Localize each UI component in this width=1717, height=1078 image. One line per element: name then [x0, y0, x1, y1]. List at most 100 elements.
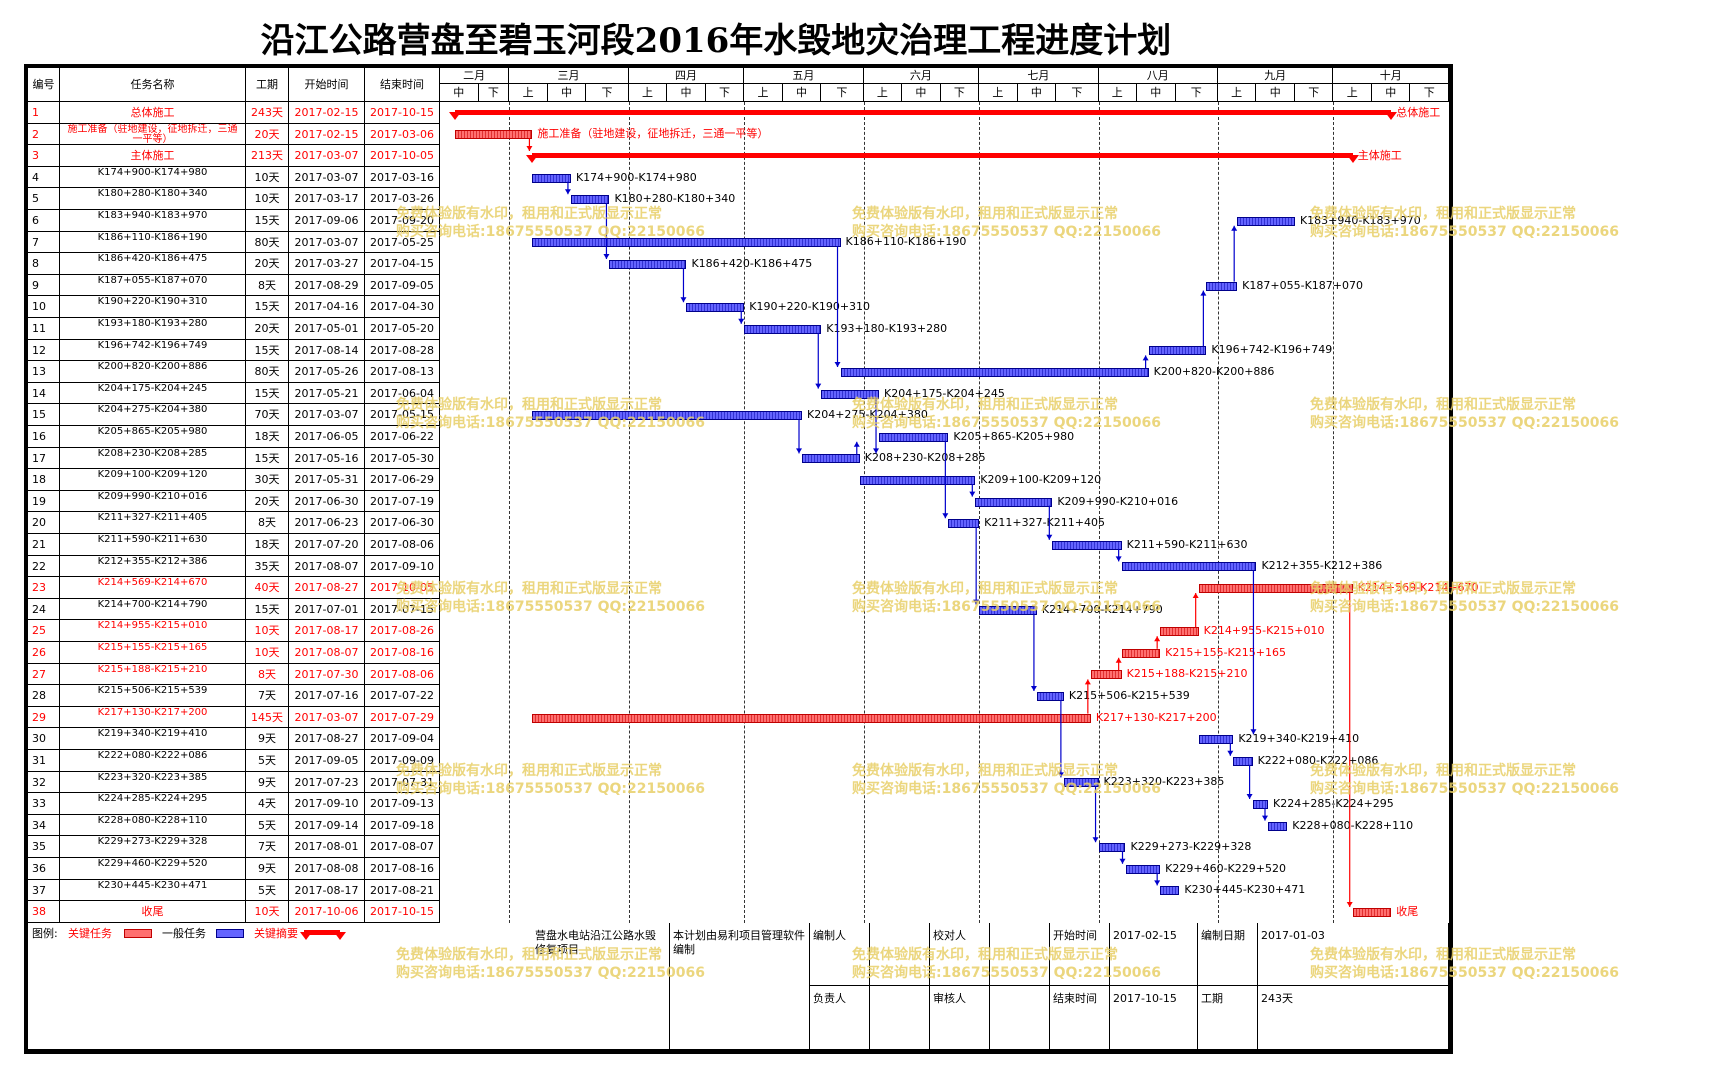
task-start-cell[interactable]: 2017-07-16	[289, 685, 365, 707]
task-name-cell[interactable]: K211+590-K211+630	[60, 534, 246, 556]
task-end-cell[interactable]: 2017-04-30	[365, 296, 440, 318]
task-dur-cell[interactable]: 7天	[246, 836, 289, 858]
task-end-cell[interactable]: 2017-08-28	[365, 339, 440, 362]
task-start-cell[interactable]: 2017-03-27	[289, 253, 365, 275]
task-start-cell[interactable]: 2017-02-15	[289, 102, 365, 124]
task-dur-cell[interactable]: 10天	[246, 642, 289, 664]
task-name-cell[interactable]: K230+445-K230+471	[60, 879, 246, 902]
task-num-cell[interactable]: 22	[28, 555, 60, 578]
task-dur-cell[interactable]: 20天	[246, 123, 289, 146]
task-dur-cell[interactable]: 10天	[246, 620, 289, 642]
task-dur-cell[interactable]: 40天	[246, 577, 289, 599]
task-num-cell[interactable]: 26	[28, 642, 60, 664]
task-end-cell[interactable]: 2017-08-21	[365, 879, 440, 902]
task-bar[interactable]	[532, 411, 802, 421]
task-bar[interactable]	[455, 130, 533, 140]
task-bar[interactable]	[1352, 908, 1392, 917]
task-end-cell[interactable]: 2017-09-18	[365, 814, 440, 837]
task-start-cell[interactable]: 2017-05-21	[289, 382, 365, 405]
task-start-cell[interactable]: 2017-08-29	[289, 274, 365, 297]
task-name-cell[interactable]: K193+180-K193+280	[60, 318, 246, 340]
task-dur-cell[interactable]: 15天	[246, 296, 289, 318]
task-dur-cell[interactable]: 10天	[246, 901, 289, 923]
task-dur-cell[interactable]: 7天	[246, 685, 289, 707]
task-bar[interactable]	[532, 713, 1091, 723]
task-bar[interactable]	[1098, 843, 1126, 853]
task-num-cell[interactable]: 27	[28, 663, 60, 686]
task-name-cell[interactable]: K180+280-K180+340	[60, 188, 246, 210]
task-name-cell[interactable]: K212+355-K212+386	[60, 555, 246, 578]
task-start-cell[interactable]: 2017-07-23	[289, 771, 365, 794]
task-bar[interactable]	[1121, 562, 1257, 572]
task-name-cell[interactable]: K215+506-K215+539	[60, 685, 246, 707]
task-num-cell[interactable]: 3	[28, 145, 60, 167]
task-name-cell[interactable]: K224+285-K224+295	[60, 793, 246, 815]
task-bar[interactable]	[840, 368, 1149, 377]
task-bar[interactable]	[859, 476, 976, 485]
summary-bar[interactable]	[455, 109, 1392, 115]
task-bar[interactable]	[1198, 735, 1234, 745]
task-name-cell[interactable]: K214+700-K214+790	[60, 598, 246, 621]
task-end-cell[interactable]: 2017-09-09	[365, 750, 440, 772]
task-num-cell[interactable]: 13	[28, 361, 60, 383]
task-end-cell[interactable]: 2017-09-13	[365, 793, 440, 815]
task-bar[interactable]	[1036, 692, 1064, 701]
task-start-cell[interactable]: 2017-08-14	[289, 339, 365, 362]
task-end-cell[interactable]: 2017-10-05	[365, 577, 440, 599]
task-bar[interactable]	[744, 324, 822, 334]
task-dur-cell[interactable]: 15天	[246, 210, 289, 232]
task-name-cell[interactable]: K205+865-K205+980	[60, 426, 246, 448]
task-num-cell[interactable]: 12	[28, 339, 60, 362]
task-start-cell[interactable]: 2017-09-14	[289, 814, 365, 837]
task-start-cell[interactable]: 2017-07-30	[289, 663, 365, 686]
task-dur-cell[interactable]: 243天	[246, 102, 289, 124]
task-start-cell[interactable]: 2017-04-16	[289, 296, 365, 318]
task-end-cell[interactable]: 2017-08-26	[365, 620, 440, 642]
task-bar[interactable]	[1052, 540, 1122, 550]
task-start-cell[interactable]: 2017-09-06	[289, 210, 365, 232]
task-start-cell[interactable]: 2017-02-15	[289, 123, 365, 146]
task-name-cell[interactable]: K228+080-K228+110	[60, 814, 246, 837]
task-name-cell[interactable]: K186+110-K186+190	[60, 231, 246, 254]
task-num-cell[interactable]: 34	[28, 814, 60, 837]
task-end-cell[interactable]: 2017-05-25	[365, 231, 440, 254]
task-end-cell[interactable]: 2017-09-05	[365, 274, 440, 297]
task-bar[interactable]	[1160, 886, 1180, 896]
task-dur-cell[interactable]: 15天	[246, 598, 289, 621]
task-num-cell[interactable]: 11	[28, 318, 60, 340]
task-start-cell[interactable]: 2017-05-01	[289, 318, 365, 340]
task-start-cell[interactable]: 2017-06-05	[289, 426, 365, 448]
task-num-cell[interactable]: 29	[28, 706, 60, 729]
task-dur-cell[interactable]: 145天	[246, 706, 289, 729]
task-bar[interactable]	[879, 432, 949, 442]
task-start-cell[interactable]: 2017-03-07	[289, 404, 365, 426]
task-end-cell[interactable]: 2017-10-15	[365, 901, 440, 923]
task-end-cell[interactable]: 2017-07-19	[365, 490, 440, 513]
task-num-cell[interactable]: 37	[28, 879, 60, 902]
col-header-name[interactable]: 任务名称	[60, 68, 246, 102]
task-bar[interactable]	[1121, 648, 1161, 658]
task-num-cell[interactable]: 36	[28, 858, 60, 880]
task-num-cell[interactable]: 6	[28, 210, 60, 232]
task-name-cell[interactable]: K204+275-K204+380	[60, 404, 246, 426]
task-num-cell[interactable]: 30	[28, 728, 60, 750]
task-name-cell[interactable]: K209+990-K210+016	[60, 490, 246, 513]
task-num-cell[interactable]: 21	[28, 534, 60, 556]
task-start-cell[interactable]: 2017-09-10	[289, 793, 365, 815]
task-dur-cell[interactable]: 70天	[246, 404, 289, 426]
task-name-cell[interactable]: K208+230-K208+285	[60, 447, 246, 470]
task-name-cell[interactable]: K187+055-K187+070	[60, 274, 246, 297]
task-num-cell[interactable]: 7	[28, 231, 60, 254]
task-name-cell[interactable]: K223+320-K223+385	[60, 771, 246, 794]
task-start-cell[interactable]: 2017-07-20	[289, 534, 365, 556]
task-num-cell[interactable]: 1	[28, 102, 60, 124]
task-end-cell[interactable]: 2017-08-13	[365, 361, 440, 383]
task-name-cell[interactable]: K174+900-K174+980	[60, 166, 246, 189]
task-name-cell[interactable]: K209+100-K209+120	[60, 469, 246, 491]
task-start-cell[interactable]: 2017-03-07	[289, 706, 365, 729]
task-name-cell[interactable]: K190+220-K190+310	[60, 296, 246, 318]
task-name-cell[interactable]: K219+340-K219+410	[60, 728, 246, 750]
task-dur-cell[interactable]: 8天	[246, 274, 289, 297]
task-start-cell[interactable]: 2017-09-05	[289, 750, 365, 772]
task-num-cell[interactable]: 25	[28, 620, 60, 642]
